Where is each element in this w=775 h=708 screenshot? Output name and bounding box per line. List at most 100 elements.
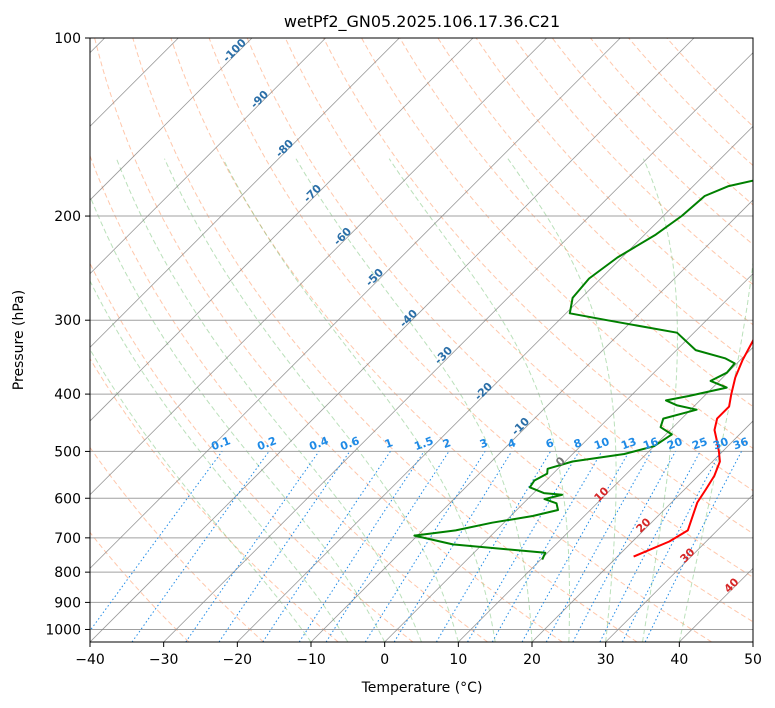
moist-adiabat bbox=[507, 158, 617, 642]
mixing-ratio-label: 8 bbox=[572, 436, 584, 451]
dry-adiabat bbox=[246, 38, 753, 578]
isotherm-line bbox=[90, 38, 621, 569]
mixing-ratio-label: 2 bbox=[441, 436, 453, 451]
moist-adiabat bbox=[90, 279, 349, 642]
dry-adiabat bbox=[437, 38, 753, 367]
isotherm-label: -90 bbox=[248, 88, 271, 111]
mixing-ratio-line bbox=[131, 451, 270, 642]
dry-adiabat bbox=[90, 446, 264, 642]
isotherm-line bbox=[605, 494, 753, 642]
mixing-ratio-line bbox=[521, 451, 630, 642]
mixing-ratio-line bbox=[364, 451, 486, 642]
mixing-ratio-line bbox=[545, 451, 652, 642]
mixing-ratio-label: 13 bbox=[619, 435, 638, 452]
mixing-ratio-label: 6 bbox=[544, 436, 556, 451]
x-tick-label: −10 bbox=[296, 652, 326, 668]
y-tick-label: 900 bbox=[54, 595, 81, 611]
y-tick-label: 400 bbox=[54, 387, 81, 403]
dry-adiabat bbox=[90, 154, 488, 642]
isotherm-line bbox=[531, 420, 753, 642]
temperature-trace bbox=[633, 338, 753, 558]
mixing-ratio-line bbox=[621, 451, 722, 642]
mixing-ratio-line bbox=[218, 451, 351, 642]
y-tick-label: 600 bbox=[54, 491, 81, 507]
isotherm-line bbox=[384, 273, 753, 642]
plot-frame bbox=[89, 37, 754, 643]
isotherm-line bbox=[310, 199, 753, 642]
y-tick-label: 300 bbox=[54, 313, 81, 329]
mixing-ratio-line bbox=[435, 451, 552, 642]
dry-adiabat bbox=[284, 38, 753, 535]
isotherm-line bbox=[90, 38, 474, 422]
x-tick-label: 10 bbox=[449, 652, 467, 668]
mixing-ratio-label: 20 bbox=[665, 435, 684, 453]
x-tick-label: −20 bbox=[223, 652, 253, 668]
dry-adiabat bbox=[94, 38, 563, 642]
mixing-ratio-line bbox=[393, 451, 513, 642]
isotherm-label: -100 bbox=[220, 36, 249, 65]
isotherm-label: -60 bbox=[331, 225, 354, 248]
data-layer bbox=[413, 179, 753, 561]
dry-adiabat bbox=[132, 38, 638, 642]
mixing-ratio-label: 1.5 bbox=[412, 434, 435, 453]
dry-adiabat bbox=[399, 38, 753, 408]
grid-layer bbox=[90, 38, 753, 642]
dry-adiabat bbox=[90, 531, 190, 642]
y-tick-label: 200 bbox=[54, 209, 81, 225]
mixing-ratio-line bbox=[467, 451, 580, 642]
dry-adiabat bbox=[551, 38, 753, 246]
isotherm-label: -20 bbox=[472, 380, 495, 403]
y-tick-label: 500 bbox=[54, 444, 81, 460]
mixing-ratio-label: 36 bbox=[731, 435, 750, 453]
mixing-ratio-line bbox=[644, 451, 742, 642]
isotherm-line bbox=[163, 52, 753, 642]
axis-tick-layer: −40 −30 −20 −10 0 10 20 30 40 5010020030040050060… bbox=[45, 31, 762, 668]
dry-adiabat-label: 40 bbox=[722, 575, 742, 595]
mixing-ratio-label: 25 bbox=[690, 435, 709, 452]
mixing-ratio-label: 0.6 bbox=[338, 434, 361, 453]
mixing-ratio-label: 30 bbox=[711, 435, 730, 453]
moist-adiabat bbox=[222, 158, 496, 642]
chart-title: wetPf2_GN05.2025.106.17.36.C21 bbox=[284, 12, 560, 32]
dry-adiabat bbox=[475, 38, 753, 326]
isotherm-label: -30 bbox=[432, 344, 455, 367]
x-tick-label: 50 bbox=[744, 652, 762, 668]
x-axis-label: Temperature (°C) bbox=[361, 680, 483, 696]
y-tick-label: 700 bbox=[54, 531, 81, 547]
x-tick-label: 40 bbox=[670, 652, 688, 668]
isotherm-line bbox=[458, 346, 753, 642]
isotherm-line bbox=[237, 125, 753, 642]
y-tick-label: 100 bbox=[54, 31, 81, 47]
isotherm-line bbox=[90, 38, 547, 496]
x-tick-label: −30 bbox=[149, 652, 179, 668]
dry-adiabat bbox=[90, 357, 339, 642]
mixing-ratio-line bbox=[90, 451, 223, 632]
mixing-ratio-label: 0.1 bbox=[209, 434, 232, 453]
line-label-layer: -100-90-80-70-60-50-40-30-20-10010203040… bbox=[209, 36, 750, 596]
x-tick-label: 30 bbox=[597, 652, 615, 668]
dry-adiabat-label: 30 bbox=[678, 545, 698, 565]
x-tick-label: 20 bbox=[523, 652, 541, 668]
mixing-ratio-label: 4 bbox=[506, 436, 518, 451]
dewpoint-trace bbox=[413, 179, 753, 561]
mixing-ratio-line bbox=[599, 451, 701, 642]
mixing-ratio-line bbox=[491, 451, 603, 642]
moist-adiabat bbox=[678, 259, 753, 642]
y-axis-label: Pressure (hPa) bbox=[11, 290, 27, 390]
dry-adiabat bbox=[208, 38, 753, 623]
dry-adiabat bbox=[590, 38, 753, 206]
mixing-ratio-label: 16 bbox=[641, 435, 660, 453]
isotherm-line bbox=[90, 38, 695, 642]
dry-adiabat bbox=[90, 262, 414, 642]
mixing-ratio-line bbox=[262, 451, 391, 642]
mixing-ratio-label: 3 bbox=[478, 436, 490, 451]
x-tick-label: −40 bbox=[75, 652, 105, 668]
isotherm-line bbox=[90, 38, 400, 348]
isotherm-label: -70 bbox=[301, 182, 324, 205]
isotherm-line bbox=[90, 38, 326, 275]
isotherm-label: -10 bbox=[509, 415, 532, 438]
isotherm-label: -80 bbox=[273, 137, 296, 160]
dry-adiabat bbox=[170, 38, 712, 642]
mixing-ratio-label: 1 bbox=[383, 436, 395, 451]
